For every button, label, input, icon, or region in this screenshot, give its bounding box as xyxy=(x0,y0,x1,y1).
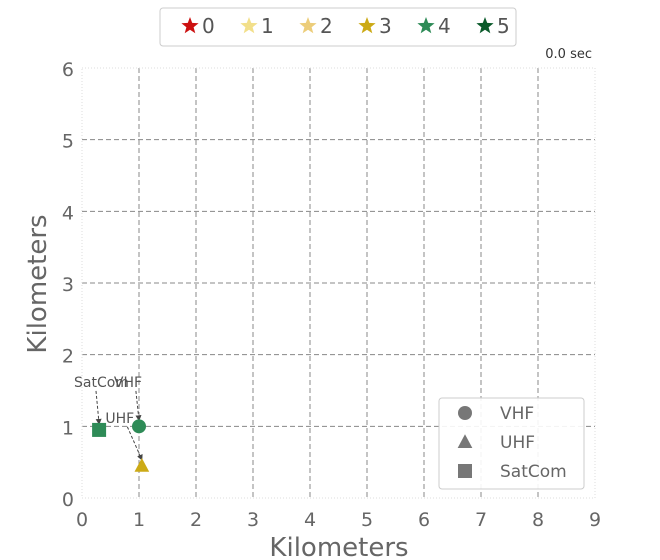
legend-label: 5 xyxy=(497,14,510,38)
annotation-arrow xyxy=(95,390,102,425)
timer-text: 0.0 sec xyxy=(545,47,592,62)
legend-star-icon xyxy=(299,17,317,34)
y-tick-label: 3 xyxy=(62,274,74,296)
y-tick-label: 1 xyxy=(62,417,74,439)
legend-circle-icon xyxy=(458,406,472,420)
y-tick-label: 0 xyxy=(62,489,74,511)
legend-label: 4 xyxy=(438,14,451,38)
x-tick-label: 1 xyxy=(133,509,145,531)
axes xyxy=(81,67,596,499)
shape-legend: VHF UHF SatCom xyxy=(438,397,585,490)
x-tick-label: 4 xyxy=(304,509,316,531)
annotation-label: SatCom xyxy=(74,375,129,391)
legend-label: SatCom xyxy=(500,462,567,482)
data-point-vhf xyxy=(132,419,146,434)
legend-label: 1 xyxy=(261,14,274,38)
top-legend: 0 1 2 3 4 5 xyxy=(159,7,517,47)
x-tick-label: 7 xyxy=(475,509,487,531)
legend-label: 0 xyxy=(202,14,215,38)
data-point-satcom xyxy=(92,422,107,437)
y-tick-labels: 0 1 2 3 4 5 6 xyxy=(62,59,74,511)
x-tick-label: 3 xyxy=(247,509,259,531)
legend-label: VHF xyxy=(500,404,534,424)
legend-star-icon xyxy=(417,17,435,34)
x-tick-label: 9 xyxy=(589,509,601,531)
legend-square-icon xyxy=(458,464,472,478)
y-axis-label: Kilometers xyxy=(23,214,53,353)
legend-star-icon xyxy=(240,17,258,34)
data-points xyxy=(92,419,150,472)
plot-frame xyxy=(81,67,596,499)
x-tick-label: 8 xyxy=(532,509,544,531)
x-axis-label: Kilometers xyxy=(269,533,408,560)
legend-triangle-icon xyxy=(457,434,473,448)
x-tick-label: 2 xyxy=(190,509,202,531)
annotation-label: UHF xyxy=(105,411,134,427)
legend-label: 2 xyxy=(320,14,333,38)
y-tick-label: 4 xyxy=(62,202,74,224)
y-tick-label: 5 xyxy=(62,131,74,153)
annotation-label: VHF xyxy=(114,375,142,391)
legend-star-icon xyxy=(358,17,376,34)
data-point-uhf xyxy=(134,458,150,472)
legend-star-icon xyxy=(476,17,494,34)
y-tick-label: 6 xyxy=(62,59,74,81)
legend-label: UHF xyxy=(500,433,535,453)
legend-star-icon xyxy=(181,17,199,34)
annotation-arrow xyxy=(126,426,143,461)
x-tick-label: 0 xyxy=(76,509,88,531)
x-tick-label: 6 xyxy=(418,509,430,531)
legend-label: 3 xyxy=(379,14,392,38)
x-tick-label: 5 xyxy=(361,509,373,531)
y-tick-label: 2 xyxy=(62,346,74,368)
x-tick-labels: 0 1 2 3 4 5 6 7 8 9 xyxy=(76,509,601,531)
